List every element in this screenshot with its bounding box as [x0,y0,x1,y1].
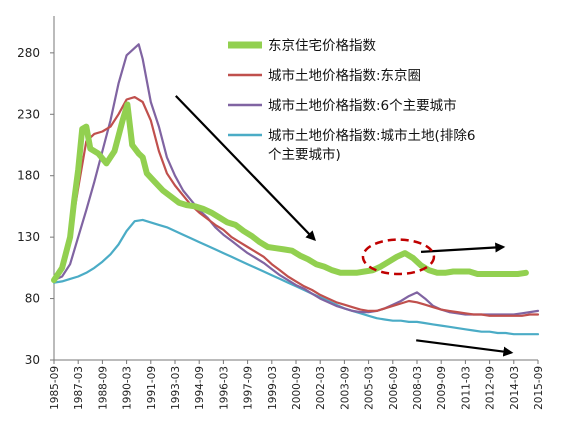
x-tick-label: 1996-03 [218,366,230,410]
x-tick-label: 1999-03 [267,366,279,410]
annotation-arrow-3 [416,339,514,357]
x-tick-label: 2002-03 [315,366,327,410]
series-line-4 [52,218,540,336]
legend-label-4: 城市土地价格指数:城市土地(排除6 [268,127,475,144]
x-tick-label: 1994-09 [194,366,206,410]
x-tick-label: 2012-09 [485,366,497,410]
y-tick-label: 230 [17,107,40,121]
x-tick-label: 1987-03 [73,366,85,410]
x-tick-label: 2000-09 [291,366,303,410]
x-tick-label: 2006-09 [388,366,400,410]
legend-label-3: 城市土地价格指数:6个主要城市 [268,97,457,114]
legend-label-1: 东京住宅价格指数 [268,38,376,54]
series-line-3 [52,43,540,316]
series-line-1 [51,101,529,284]
x-axis: 1985-09 1987-03 1988-09 1990-03 1991-09 1993-… [49,359,545,410]
annotation-dashed-ellipse [361,238,436,276]
annotation-arrow-2 [420,242,506,253]
x-tick-label: 2005-03 [364,366,376,410]
y-axis: 30 80 130 180 230 280 [17,16,55,367]
series-lines [51,43,540,336]
y-tick-label: 280 [17,46,40,60]
annotation-arrow-1 [175,95,316,242]
x-tick-label: 1988-09 [97,366,109,410]
x-tick-label: 2008-03 [412,366,424,410]
x-tick-label: 2015-09 [533,366,545,410]
series-line-2 [52,96,540,317]
legend-label-4-line2: 个主要城市) [268,146,341,163]
y-tick-label: 80 [25,292,40,306]
x-tick-label: 1997-09 [243,366,255,410]
legend-label-2: 城市土地价格指数:东京圈 [268,67,421,84]
x-tick-label: 2011-03 [460,366,472,410]
y-tick-label: 130 [17,230,40,244]
legend: 东京住宅价格指数城市土地价格指数:东京圈城市土地价格指数:6个主要城市城市土地价… [228,38,475,163]
x-tick-label: 2014-03 [509,366,521,410]
x-tick-label: 2003-09 [339,366,351,410]
x-tick-label: 1993-03 [170,366,182,410]
x-tick-label: 2009-09 [436,366,448,410]
x-tick-label: 1991-09 [146,366,158,410]
y-tick-label: 180 [17,169,40,183]
x-tick-label: 1985-09 [49,366,61,410]
annotations [175,95,514,357]
y-tick-label: 30 [25,353,40,367]
x-tick-label: 1990-03 [122,366,134,410]
